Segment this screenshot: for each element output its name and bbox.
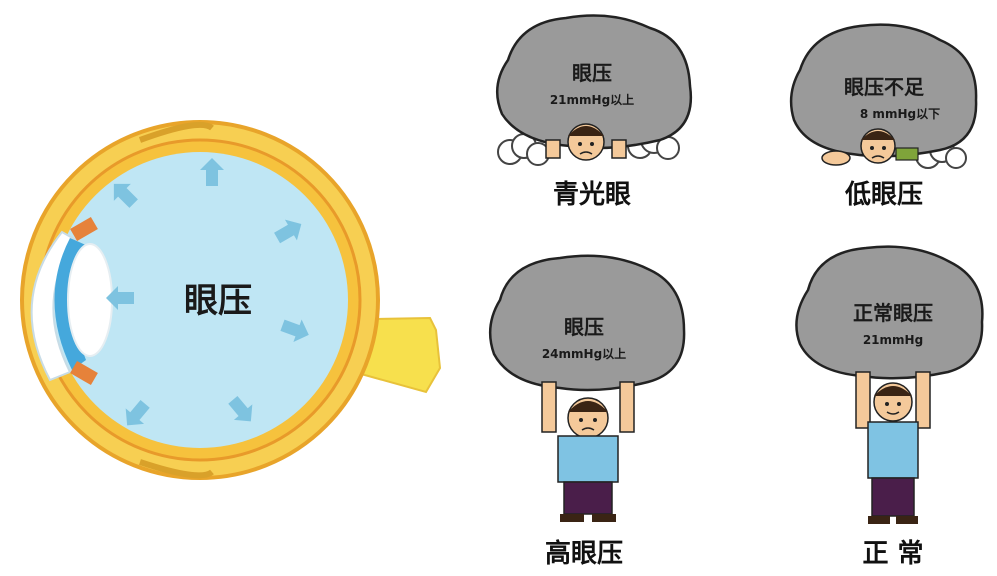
panel-caption: 正 常: [862, 539, 923, 569]
panel-high-pressure: 眼压 24mmHg以上 高眼压: [488, 254, 686, 569]
panel-glaucoma: 眼压 21mmHg以上 青光眼: [495, 14, 693, 210]
rock: [495, 14, 693, 150]
pants: [871, 477, 915, 517]
rock-subtitle: 24mmHg以上: [542, 346, 626, 361]
dust-cloud-left: [497, 133, 550, 166]
crushed-person: [821, 128, 919, 166]
rock-title: 眼压: [564, 315, 604, 339]
crushed-person: [545, 123, 627, 161]
standing-person: [855, 371, 931, 524]
eye-label: 眼压: [184, 281, 252, 321]
panel-low-pressure: 眼压不足 8 mmHg以下 低眼压: [789, 23, 978, 210]
pressure-arrows: [106, 158, 309, 426]
vitreous-fluid: [52, 152, 348, 448]
sclera-edge-top: [138, 121, 214, 143]
shirt: [867, 421, 919, 479]
eye-cross-section: 眼压: [20, 120, 442, 480]
rock-subtitle: 21mmHg: [863, 333, 923, 347]
rock-subtitle: 8 mmHg以下: [860, 107, 940, 121]
rock: [789, 23, 978, 158]
panel-caption: 青光眼: [553, 180, 631, 210]
standing-person: [541, 381, 635, 522]
panel-caption: 高眼压: [545, 538, 623, 569]
rock: [488, 254, 686, 392]
rock-title: 眼压不足: [844, 75, 925, 99]
rock-title: 正常眼压: [853, 301, 933, 325]
ciliary-top: [70, 216, 98, 242]
lens: [67, 243, 113, 357]
pants: [563, 481, 613, 515]
rock-subtitle: 21mmHg以上: [550, 92, 634, 107]
panel-caption: 低眼压: [844, 180, 923, 210]
rock: [795, 245, 984, 380]
shirt: [557, 435, 619, 483]
ciliary-bottom: [70, 360, 98, 386]
panel-normal: 正常眼压 21mmHg 正 常: [795, 245, 984, 569]
sclera-edge-bottom: [139, 459, 214, 479]
rock-title: 眼压: [572, 61, 612, 85]
